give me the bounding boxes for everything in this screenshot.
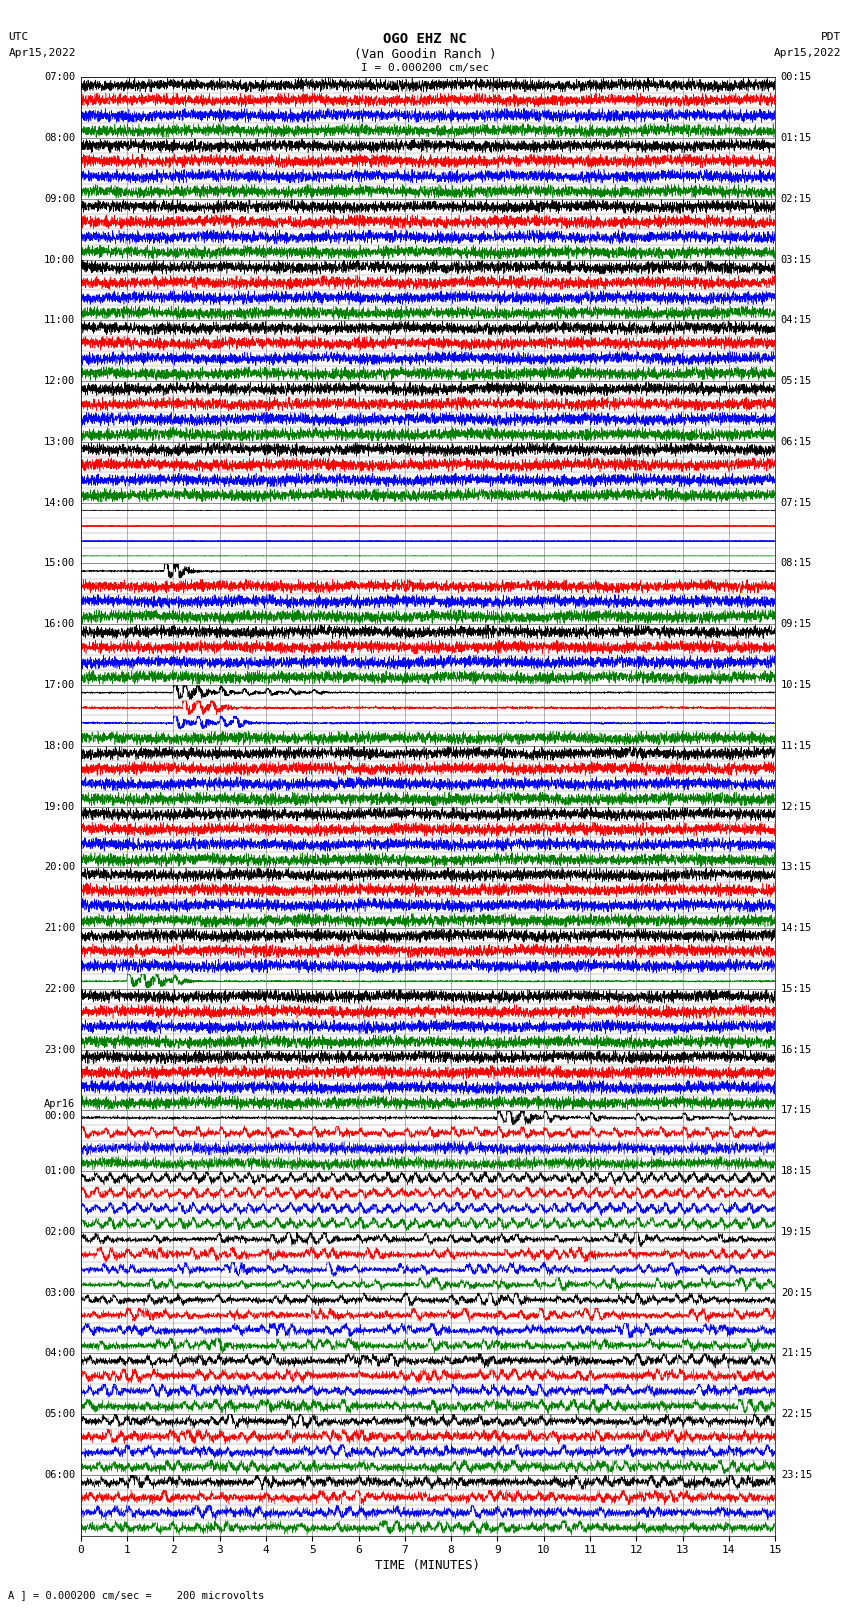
Text: 22:15: 22:15 — [781, 1410, 812, 1419]
Text: Apr16
00:00: Apr16 00:00 — [44, 1100, 75, 1121]
Text: 13:00: 13:00 — [44, 437, 75, 447]
Text: 02:15: 02:15 — [781, 194, 812, 203]
Text: 03:15: 03:15 — [781, 255, 812, 265]
Text: 15:15: 15:15 — [781, 984, 812, 994]
Text: 17:15: 17:15 — [781, 1105, 812, 1115]
Text: 09:15: 09:15 — [781, 619, 812, 629]
Text: 06:15: 06:15 — [781, 437, 812, 447]
Text: 04:15: 04:15 — [781, 316, 812, 326]
Text: 18:15: 18:15 — [781, 1166, 812, 1176]
Text: OGO EHZ NC: OGO EHZ NC — [383, 32, 467, 47]
Text: Apr15,2022: Apr15,2022 — [8, 48, 76, 58]
Text: I = 0.000200 cm/sec: I = 0.000200 cm/sec — [361, 63, 489, 73]
Text: 19:00: 19:00 — [44, 802, 75, 811]
Text: 12:15: 12:15 — [781, 802, 812, 811]
Text: 21:00: 21:00 — [44, 923, 75, 932]
Text: 08:15: 08:15 — [781, 558, 812, 568]
Text: 01:00: 01:00 — [44, 1166, 75, 1176]
Text: 14:15: 14:15 — [781, 923, 812, 932]
Text: PDT: PDT — [821, 32, 842, 42]
Text: 17:00: 17:00 — [44, 681, 75, 690]
Text: 05:00: 05:00 — [44, 1410, 75, 1419]
Text: 08:00: 08:00 — [44, 134, 75, 144]
Text: 14:00: 14:00 — [44, 498, 75, 508]
Text: 13:15: 13:15 — [781, 863, 812, 873]
Text: 07:00: 07:00 — [44, 73, 75, 82]
Text: (Van Goodin Ranch ): (Van Goodin Ranch ) — [354, 48, 496, 61]
Text: 20:00: 20:00 — [44, 863, 75, 873]
Text: 11:00: 11:00 — [44, 316, 75, 326]
Text: 21:15: 21:15 — [781, 1348, 812, 1358]
Text: UTC: UTC — [8, 32, 29, 42]
Text: 18:00: 18:00 — [44, 740, 75, 750]
Text: 05:15: 05:15 — [781, 376, 812, 386]
Text: 20:15: 20:15 — [781, 1287, 812, 1297]
Text: 06:00: 06:00 — [44, 1469, 75, 1479]
Text: A ] = 0.000200 cm/sec =    200 microvolts: A ] = 0.000200 cm/sec = 200 microvolts — [8, 1590, 264, 1600]
Text: 16:15: 16:15 — [781, 1045, 812, 1055]
Text: 07:15: 07:15 — [781, 498, 812, 508]
Text: 22:00: 22:00 — [44, 984, 75, 994]
X-axis label: TIME (MINUTES): TIME (MINUTES) — [376, 1560, 480, 1573]
Text: 10:15: 10:15 — [781, 681, 812, 690]
Text: 09:00: 09:00 — [44, 194, 75, 203]
Text: 16:00: 16:00 — [44, 619, 75, 629]
Text: 11:15: 11:15 — [781, 740, 812, 750]
Text: 03:00: 03:00 — [44, 1287, 75, 1297]
Text: 15:00: 15:00 — [44, 558, 75, 568]
Text: 10:00: 10:00 — [44, 255, 75, 265]
Text: 23:15: 23:15 — [781, 1469, 812, 1479]
Text: 23:00: 23:00 — [44, 1045, 75, 1055]
Text: 12:00: 12:00 — [44, 376, 75, 386]
Text: 01:15: 01:15 — [781, 134, 812, 144]
Text: 04:00: 04:00 — [44, 1348, 75, 1358]
Text: 00:15: 00:15 — [781, 73, 812, 82]
Text: Apr15,2022: Apr15,2022 — [774, 48, 842, 58]
Text: 19:15: 19:15 — [781, 1227, 812, 1237]
Text: 02:00: 02:00 — [44, 1227, 75, 1237]
